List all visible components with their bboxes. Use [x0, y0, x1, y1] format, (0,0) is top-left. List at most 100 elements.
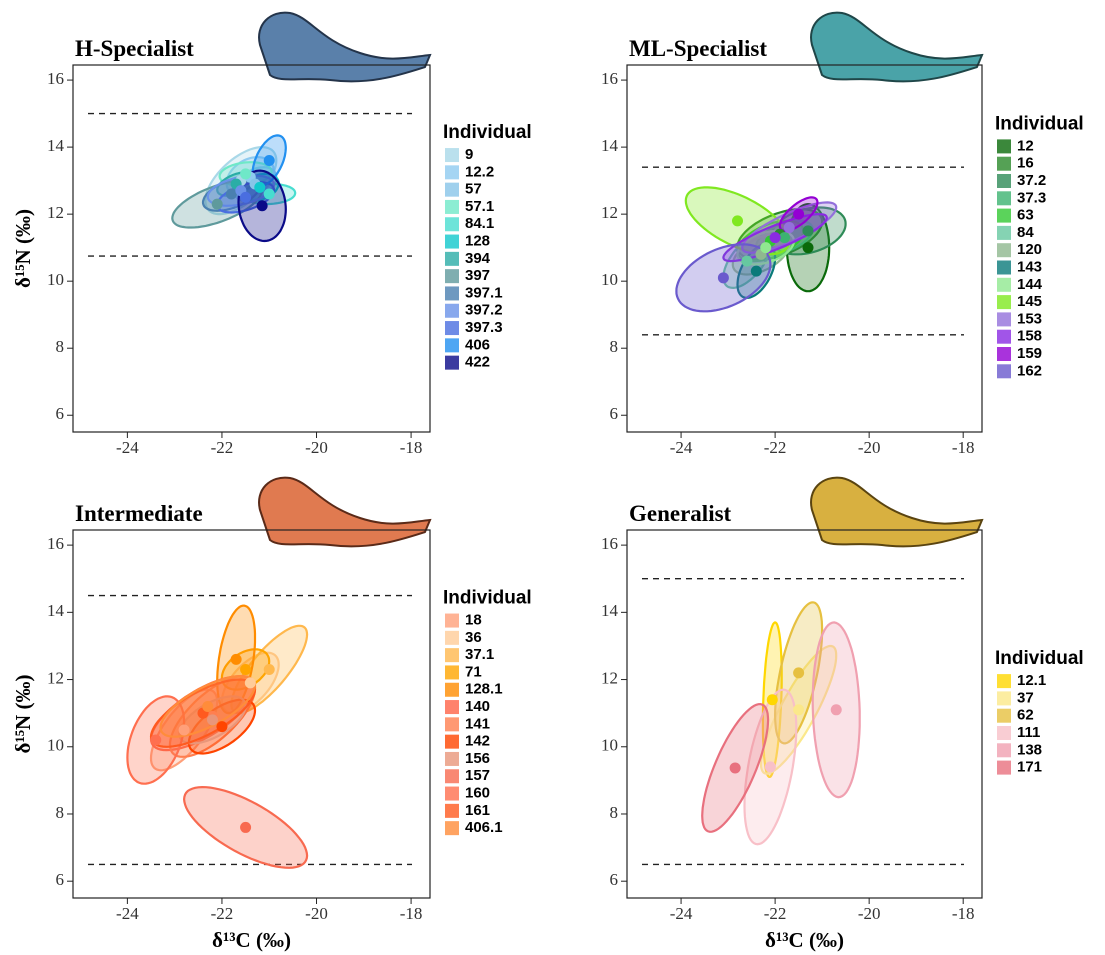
plot-frame	[72, 64, 431, 433]
legend-swatch	[997, 312, 1011, 327]
legend-label: 37	[1017, 689, 1034, 706]
legend-label: 12	[1017, 137, 1034, 154]
panel-title: Generalist	[629, 501, 732, 526]
legend-swatch	[997, 743, 1011, 758]
mean-point	[717, 272, 729, 284]
ellipses	[675, 186, 847, 313]
seal-icon	[810, 476, 984, 548]
mean-point	[178, 724, 190, 736]
mean-point	[802, 242, 814, 254]
legend-title: Individual	[995, 113, 1084, 134]
mean-point	[830, 704, 842, 716]
mean-point	[793, 208, 805, 220]
legend-label: 397.1	[465, 284, 503, 301]
legend-label: 18	[465, 612, 482, 629]
mean-point	[240, 191, 252, 203]
legend-swatch	[445, 148, 459, 163]
legend-label: 153	[1017, 310, 1042, 327]
mean-point	[256, 200, 268, 212]
mean-point	[254, 181, 266, 193]
x-tick-label: -20	[305, 904, 328, 923]
y-tick-label: 6	[610, 404, 619, 423]
y-tick-label: 16	[47, 69, 64, 88]
legend-swatch	[445, 199, 459, 214]
legend-label: 406.1	[465, 819, 503, 836]
legend-label: 159	[1017, 345, 1042, 362]
y-tick-label: 16	[601, 534, 618, 553]
legend-swatch	[997, 139, 1011, 154]
legend-label: 57.1	[465, 198, 494, 215]
mean-point	[783, 222, 795, 234]
legend-title: Individual	[995, 648, 1084, 669]
mean-point	[764, 761, 776, 773]
legend-label: 394	[465, 250, 491, 267]
mean-point	[263, 188, 275, 200]
legend-swatch	[997, 208, 1011, 223]
mean-point	[729, 762, 741, 774]
y-tick-label: 12	[601, 203, 618, 222]
x-tick-label: -18	[952, 438, 975, 457]
mean-point	[240, 663, 252, 675]
x-tick-label: -22	[211, 904, 234, 923]
panel-title: H-Specialist	[75, 36, 194, 61]
legend-swatch	[997, 691, 1011, 706]
legend-swatch	[445, 821, 459, 836]
mean-point	[779, 232, 791, 244]
legend-label: 158	[1017, 328, 1042, 345]
legend-swatch	[445, 234, 459, 249]
mean-point	[263, 663, 275, 675]
legend-label: 140	[465, 698, 490, 715]
legend-swatch	[445, 613, 459, 628]
x-tick-label: -24	[116, 438, 139, 457]
legend-label: 37.1	[465, 646, 494, 663]
y-tick-label: 6	[610, 870, 619, 889]
seal-icon	[258, 476, 432, 548]
legend-swatch	[445, 700, 459, 715]
y-tick-label: 14	[47, 136, 65, 155]
legend-swatch	[997, 156, 1011, 171]
mean-point	[741, 255, 753, 267]
mean-point	[216, 721, 228, 733]
y-tick-label: 16	[47, 534, 64, 553]
legend-swatch	[997, 760, 1011, 775]
legend-label: 71	[465, 663, 482, 680]
x-tick-label: -20	[305, 438, 328, 457]
legend-swatch	[445, 182, 459, 197]
mean-point	[750, 265, 762, 277]
legend-label: 143	[1017, 258, 1042, 275]
y-tick-label: 10	[601, 736, 618, 755]
legend-swatch	[997, 726, 1011, 740]
legend-label: 142	[465, 733, 490, 750]
y-axis-label: δ¹⁵N (‰)	[11, 675, 35, 754]
y-tick-label: 14	[601, 601, 619, 620]
x-tick-label: -20	[858, 438, 881, 457]
legend-label: 62	[1017, 707, 1034, 724]
legend-swatch	[997, 191, 1011, 206]
legend-swatch	[445, 217, 459, 232]
legend-label: 37.3	[1017, 189, 1046, 206]
legend-swatch	[445, 321, 459, 336]
mean-point	[263, 155, 275, 167]
y-tick-label: 10	[47, 270, 64, 289]
y-tick-label: 12	[601, 668, 618, 687]
legend-swatch	[445, 269, 459, 284]
legend-swatch	[445, 665, 459, 680]
legend-swatch	[445, 165, 459, 180]
y-tick-label: 10	[47, 736, 64, 755]
legend-label: 63	[1017, 207, 1034, 224]
y-tick-label: 8	[56, 337, 65, 356]
mean-point	[202, 700, 214, 712]
x-axis-label: δ¹³C (‰)	[765, 928, 844, 952]
legend-label: 422	[465, 354, 490, 371]
mean-point	[150, 734, 162, 746]
y-tick-label: 14	[47, 601, 65, 620]
y-tick-label: 12	[47, 203, 64, 222]
legend-swatch	[445, 338, 459, 353]
legend-label: 397.3	[465, 319, 503, 336]
legend-label: 162	[1017, 362, 1042, 379]
legend-label: 37.2	[1017, 172, 1046, 189]
legend-label: 84	[1017, 224, 1034, 241]
y-tick-label: 10	[601, 270, 618, 289]
x-axis-label: δ¹³C (‰)	[212, 928, 291, 952]
